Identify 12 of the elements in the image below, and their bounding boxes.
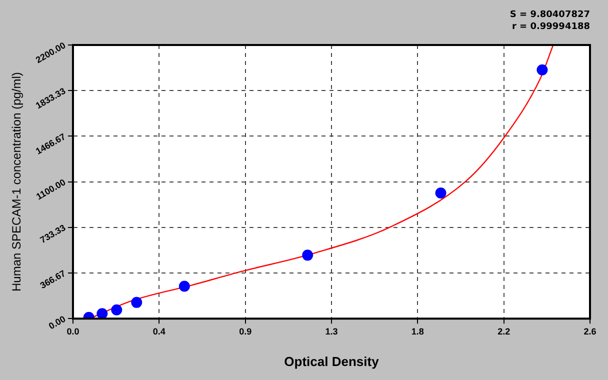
y-tick-label: 0.00	[47, 314, 68, 332]
x-axis-title: Optical Density	[284, 354, 380, 369]
x-tick-label: 1.8	[411, 326, 424, 336]
x-tick-label: 0.9	[239, 326, 252, 336]
x-tick-label: 1.3	[325, 326, 338, 336]
x-tick-label: 0.0	[66, 326, 80, 336]
text: r = 0.99994188	[512, 22, 590, 32]
x-tick-label: 2.6	[584, 326, 596, 336]
x-tick-label: 0.4	[152, 326, 166, 336]
text: S = 9.80407827	[510, 10, 590, 20]
x-tick-label: 2.2	[498, 326, 510, 336]
y-axis-title: Human SPECAM-1 concentration (pg/ml)	[10, 72, 24, 292]
